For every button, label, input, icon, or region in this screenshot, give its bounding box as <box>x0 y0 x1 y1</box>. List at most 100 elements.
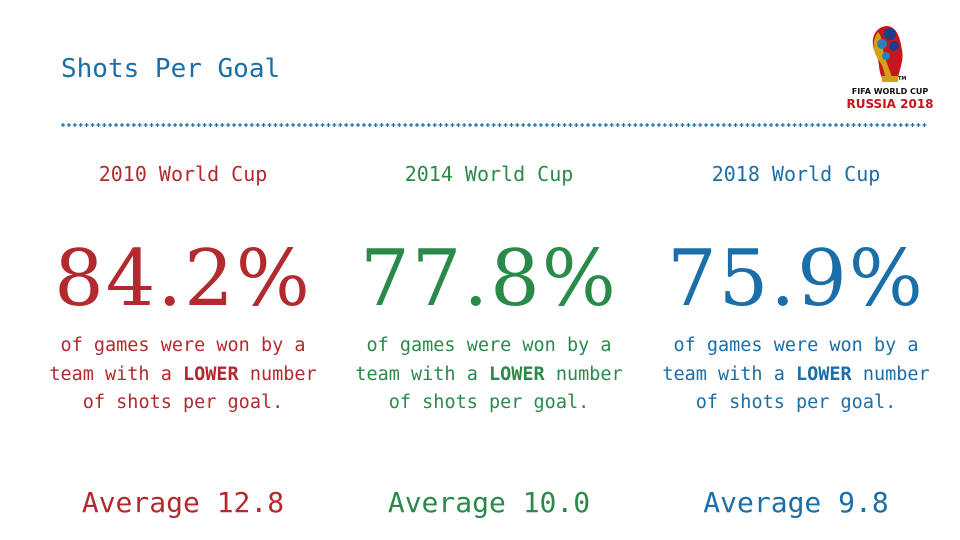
desc-emphasis: LOWER <box>182 363 239 385</box>
divider-stitch <box>816 123 821 127</box>
logo-line1: FIFA WORLD CUP <box>852 87 929 96</box>
cup-label: 2014 World Cup <box>404 162 574 186</box>
divider-stitch <box>904 123 909 127</box>
divider-stitch <box>863 123 868 127</box>
divider-stitch <box>96 123 101 127</box>
desc-before: of games were won by a team with a <box>662 335 919 385</box>
divider-stitch <box>804 123 809 127</box>
desc-before: of games were won by a team with a <box>49 335 306 385</box>
divider-stitch <box>810 123 815 127</box>
divider-stitch <box>769 123 773 127</box>
divider-stitch <box>302 123 307 127</box>
divider-stitch <box>90 123 95 127</box>
divider-stitch <box>338 123 343 127</box>
divider-stitch <box>839 123 844 127</box>
divider-stitch <box>497 123 502 127</box>
divider-stitch <box>786 123 791 127</box>
divider-stitch <box>521 123 526 127</box>
percent-value: 75.9% <box>667 234 925 324</box>
divider-stitch <box>356 123 360 127</box>
divider-stitch <box>379 123 384 127</box>
divider-stitch <box>875 123 880 127</box>
cup-label: 2010 World Cup <box>98 162 268 186</box>
logo-line2: RUSSIA 2018 <box>846 97 933 111</box>
divider-stitch <box>385 123 390 127</box>
divider-stitch <box>208 123 213 127</box>
divider-stitch <box>179 123 183 127</box>
divider-stitch <box>822 123 827 127</box>
divider-stitch <box>344 123 349 127</box>
divider-stitch <box>491 123 496 127</box>
divider-stitch <box>586 123 591 127</box>
divider-stitch <box>72 123 77 127</box>
divider-stitch <box>774 123 779 127</box>
divider-stitch <box>456 123 461 127</box>
average-value: Average 12.8 <box>81 486 285 519</box>
desc-after: number of shots per goal. <box>82 363 317 414</box>
divider-stitch <box>255 123 260 127</box>
divider-stitch <box>273 123 278 127</box>
divider-stitch <box>828 123 832 127</box>
divider-stitch <box>603 123 608 127</box>
divider-stitch <box>763 123 768 127</box>
world-cup-logo-icon: TM FIFA WORLD CUP RUSSIA 2018 <box>846 26 934 111</box>
divider-stitch <box>887 123 891 127</box>
divider-stitch <box>615 123 620 127</box>
divider-stitch <box>350 123 355 127</box>
column-2014: 2014 World Cup 77.8% of games were won b… <box>339 160 639 519</box>
divider-stitch <box>261 123 266 127</box>
divider-stitch <box>698 123 703 127</box>
divider-stitch <box>66 123 71 127</box>
divider-stitch <box>361 123 366 127</box>
divider-stitch <box>267 123 272 127</box>
divider-stitch <box>509 123 514 127</box>
divider-stitch <box>167 123 172 127</box>
cup-label: 2018 World Cup <box>711 162 881 186</box>
divider-stitch <box>320 123 325 127</box>
divider-stitch <box>173 123 178 127</box>
divider-stitch <box>279 123 284 127</box>
divider-stitch <box>574 123 579 127</box>
description: of games were won by a team with a LOWER… <box>646 332 946 418</box>
slide-title: Shots Per Goal <box>61 54 281 84</box>
average-value: Average 9.8 <box>703 486 889 519</box>
divider-stitch <box>125 123 130 127</box>
desc-emphasis: LOWER <box>488 363 545 385</box>
divider-stitch <box>61 123 65 127</box>
divider-stitch <box>686 123 691 127</box>
divider-stitch <box>621 123 626 127</box>
divider-stitch <box>792 123 797 127</box>
divider-stitch <box>190 123 195 127</box>
desc-before: of games were won by a team with a <box>355 335 612 385</box>
divider-stitch <box>420 123 425 127</box>
percent-value: 84.2% <box>54 234 312 324</box>
divider-stitch <box>857 123 862 127</box>
divider-stitch <box>845 123 850 127</box>
divider-stitch <box>220 123 225 127</box>
divider-stitch <box>710 123 714 127</box>
divider-stitch <box>892 123 897 127</box>
divider-stitch <box>155 123 160 127</box>
divider-stitch <box>332 123 337 127</box>
logo-tm: TM <box>898 76 906 82</box>
divider-stitch <box>733 123 738 127</box>
divider-stitch <box>680 123 685 127</box>
divider-stitch <box>757 123 762 127</box>
divider-stitch <box>515 123 520 127</box>
divider-stitch <box>550 123 555 127</box>
divider-stitch <box>367 123 372 127</box>
divider-stitch <box>727 123 732 127</box>
divider-stitch <box>474 123 478 127</box>
divider-stitch <box>692 123 697 127</box>
divider-stitch <box>556 123 561 127</box>
divider-stitch <box>249 123 254 127</box>
divider-stitch <box>297 123 301 127</box>
divider-stitch <box>916 123 921 127</box>
percent-value: 77.8% <box>360 234 618 324</box>
divider-stitch <box>674 123 679 127</box>
divider-stitch <box>78 123 83 127</box>
divider-stitch <box>656 123 661 127</box>
divider-stitch <box>243 123 248 127</box>
divider-stitch <box>450 123 455 127</box>
divider-stitch <box>462 123 467 127</box>
